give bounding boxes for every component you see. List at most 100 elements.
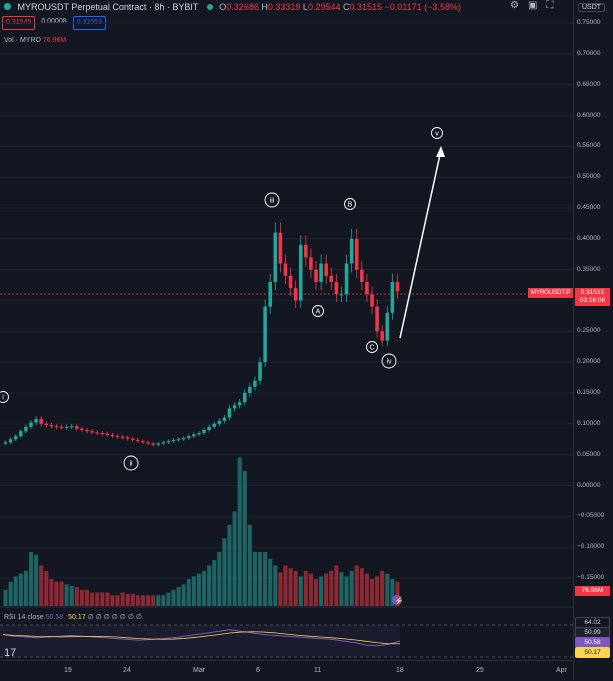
volume-legend-value: 76.96M [42, 37, 67, 44]
volume-bar [349, 570, 354, 606]
price-axis[interactable]: USDT 0.75000 0.70000 0.65000 0.60000 0.55000… [573, 0, 613, 680]
volume-bar [69, 585, 74, 606]
candle-body [354, 238, 359, 270]
candle-body [237, 402, 242, 406]
time-tick: 25 [476, 667, 484, 674]
rsi-band [0, 625, 400, 657]
price-tick: 0.10000 [577, 419, 601, 427]
time-tick: 18 [396, 667, 404, 674]
time-tick: 24 [123, 667, 131, 674]
volume-bar [84, 589, 90, 606]
volume-bar [54, 581, 59, 606]
candle-body [360, 269, 364, 282]
candle-body [49, 425, 54, 427]
close-label: C [343, 2, 350, 12]
bar-countdown: 03:16:06 [579, 297, 606, 304]
volume-bar [369, 579, 375, 606]
high-label: H [261, 2, 268, 12]
wave-label: iv [386, 359, 392, 366]
candle-body [166, 441, 171, 443]
volume-bar [161, 595, 166, 606]
candle-body [141, 441, 145, 443]
camera-icon[interactable]: ▣ [527, 0, 547, 11]
candle-body [69, 426, 74, 428]
candle-body [385, 312, 390, 341]
wave-label: iii [270, 198, 275, 205]
candle-body [319, 263, 323, 282]
rsi-placeholders: ∅ ∅ ∅ ∅ ∅ ∅ ∅ [87, 614, 142, 621]
wave-label-circle [344, 198, 356, 210]
volume-bar [313, 579, 319, 606]
candle-body [54, 426, 59, 428]
volume-bar [64, 584, 69, 606]
volume-bar [202, 570, 207, 606]
candles [3, 222, 400, 447]
volume-bar [385, 573, 390, 606]
rsi-ma-line [2, 631, 400, 645]
price-tick: 0.75000 [577, 19, 601, 26]
open-value: 0.32686 [226, 2, 259, 12]
volume-bar [227, 525, 232, 606]
candle-body [349, 238, 354, 264]
candle-body [29, 422, 33, 427]
candle-body [334, 282, 339, 295]
volume-bar [303, 570, 308, 606]
price-tick: 0.25000 [577, 327, 601, 335]
volume-bar [28, 552, 34, 606]
high-value: 0.33319 [267, 2, 301, 12]
price-tick: 0.00000 [577, 481, 601, 489]
volume-bar [196, 573, 201, 606]
volume-bar [308, 573, 313, 606]
volume-legend: Vol · MYRO 76.96M [4, 37, 66, 44]
volume-bar [354, 565, 359, 606]
volume-bar [380, 570, 385, 606]
volume-bar [334, 565, 339, 606]
volume-bar [390, 579, 395, 606]
open-label: O [219, 2, 227, 12]
volume-bar [18, 573, 23, 606]
tv-logo-icon: 17 [4, 647, 16, 659]
rsi-legend-value: 50.58 [45, 614, 64, 621]
volume-bar [151, 595, 156, 606]
alert-icon[interactable] [392, 595, 402, 605]
time-axis[interactable]: 19 24 Mar 6 11 18 25 Apr [0, 660, 573, 681]
close-value: 0.31515 [349, 2, 383, 12]
fullscreen-icon[interactable]: ⛶ [546, 0, 563, 11]
symbol-title[interactable]: MYROUSDT Perpetual Contract · 8h · BYBIT [17, 2, 199, 12]
candle-body [19, 431, 23, 437]
candle-body [232, 405, 237, 409]
candle-body [8, 439, 13, 443]
volume-bar [115, 595, 120, 606]
price-tick: −0.05000 [577, 512, 605, 520]
time-tick: 11 [314, 667, 322, 674]
volume-bar [171, 589, 176, 606]
wave-label-circle [264, 192, 280, 208]
candle-body [314, 269, 318, 282]
candle-body [339, 294, 344, 296]
candle-body [288, 275, 293, 289]
candle-body [263, 306, 267, 363]
rsi-line [2, 629, 401, 647]
candle-body [268, 282, 272, 307]
volume-bar [79, 589, 84, 606]
currency-selector[interactable]: USDT [578, 3, 606, 12]
candle-body [278, 232, 283, 264]
spread: 0.00008 [41, 18, 67, 25]
volume-bar [252, 552, 257, 606]
volume-bar [39, 565, 44, 606]
volume-bar [166, 592, 171, 606]
candle-body [176, 439, 181, 441]
volume-bar [176, 587, 181, 606]
toolbar-icons: ⚙▣⛶ [510, 0, 562, 11]
volume-bar [344, 576, 349, 606]
time-tick: Mar [193, 667, 206, 674]
volume-bar [237, 457, 242, 606]
candle-body [273, 232, 278, 282]
price-tick: 0.70000 [577, 49, 601, 57]
volume-bar [324, 573, 329, 606]
projection-arrow-line [399, 149, 442, 339]
settings-icon[interactable]: ⚙ [510, 0, 528, 11]
rsi-legend-label: RSI 14 close [4, 614, 44, 621]
